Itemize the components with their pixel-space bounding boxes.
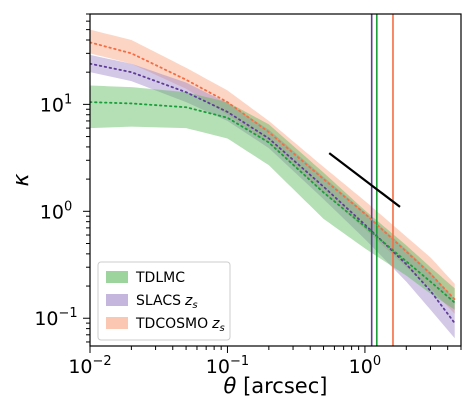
legend-label: TDCOSMO zs [135, 316, 225, 334]
legend-label: TDLMC [135, 270, 185, 286]
legend-swatch [106, 271, 128, 283]
y-tick-label: 101 [40, 92, 72, 116]
band-tdcosmo [90, 29, 455, 314]
reference-line-group [328, 152, 401, 208]
y-tick-label: 100 [40, 199, 72, 223]
legend-swatch [106, 317, 128, 329]
y-tick-label: 10−1 [34, 306, 77, 330]
x-tick-label: 10−2 [68, 354, 111, 378]
median-lines [90, 41, 456, 325]
median-tdlmc [90, 101, 456, 304]
legend-label: SLACS zs [136, 293, 198, 311]
median-tdcosmo [90, 41, 456, 301]
vertical-lines [370, 14, 394, 346]
band-tdlmc [90, 85, 455, 310]
confidence-bands [90, 29, 455, 339]
legend: TDLMC SLACS zs TDCOSMO zs [97, 261, 231, 341]
x-tick-label: 100 [349, 354, 381, 378]
y-axis-label: κ [9, 173, 34, 186]
y-axis: 10−1 100 101 [34, 13, 90, 343]
legend-swatch [106, 294, 128, 306]
legend-box [97, 261, 231, 341]
reference-line [328, 152, 401, 208]
plot-frame [89, 13, 462, 347]
x-axis-label: θ [arcsec] [224, 374, 328, 398]
median-slacs [90, 62, 456, 325]
